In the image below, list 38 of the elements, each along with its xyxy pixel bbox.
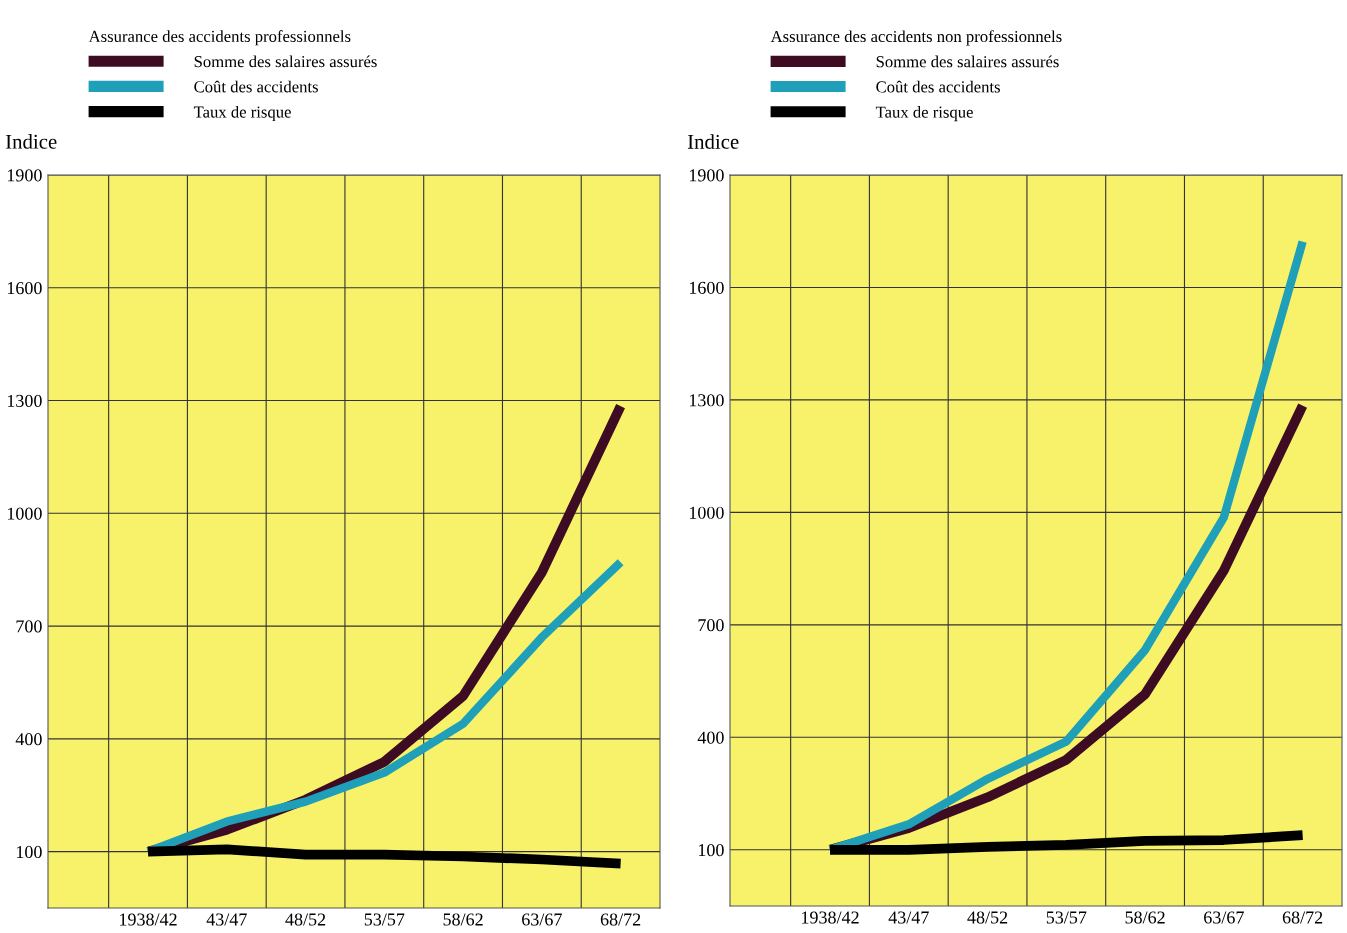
legend-label: Coût des accidents	[876, 80, 1000, 93]
x-tick-label: 53/57	[364, 913, 405, 926]
y-axis-title: Indice	[5, 134, 57, 149]
x-tick-label: 58/62	[443, 913, 483, 926]
x-tick-label: 53/57	[1046, 911, 1087, 924]
legend-label: Somme des salaires assurés	[194, 55, 377, 68]
y-tick-label: 700	[16, 620, 42, 633]
legend-label: Coût des accidents	[194, 80, 318, 93]
x-tick-label: 68/72	[1282, 911, 1323, 924]
y-tick-label: 1300	[689, 394, 724, 407]
y-tick-label: 1900	[689, 169, 724, 182]
legend-label: Taux de risque	[193, 105, 291, 122]
x-tick-label: 43/47	[888, 911, 929, 924]
y-axis-title: Indice	[687, 134, 739, 149]
x-tick-label: 1938/42	[802, 911, 859, 924]
y-tick-label: 100	[698, 844, 724, 857]
y-tick-label: 1000	[7, 507, 42, 520]
x-tick-label: 48/52	[967, 911, 1008, 924]
legend-label: Somme des salaires assurés	[876, 55, 1059, 68]
y-tick-label: 1900	[7, 169, 42, 182]
x-tick-label: 63/67	[522, 913, 562, 926]
y-tick-label: 700	[698, 619, 724, 632]
legend-title: Assurance des accidents professionnels	[88, 30, 351, 46]
x-tick-label: 58/62	[1125, 911, 1165, 924]
y-tick-label: 1000	[689, 506, 724, 519]
y-tick-label: 1600	[7, 282, 42, 295]
y-tick-label: 400	[15, 733, 42, 746]
legend-title: Assurance des accidents non professionnels	[770, 30, 1062, 46]
y-tick-label: 1300	[7, 394, 42, 407]
x-tick-label: 1938/42	[120, 913, 177, 926]
y-tick-label: 100	[16, 845, 42, 859]
x-tick-label: 63/67	[1204, 911, 1244, 924]
x-tick-label: 68/72	[600, 913, 641, 926]
y-tick-label: 400	[697, 731, 724, 744]
y-tick-label: 1600	[689, 281, 724, 294]
x-tick-label: 43/47	[206, 913, 247, 926]
legend-label: Taux de risque	[875, 106, 973, 122]
x-tick-label: 48/52	[285, 913, 326, 926]
